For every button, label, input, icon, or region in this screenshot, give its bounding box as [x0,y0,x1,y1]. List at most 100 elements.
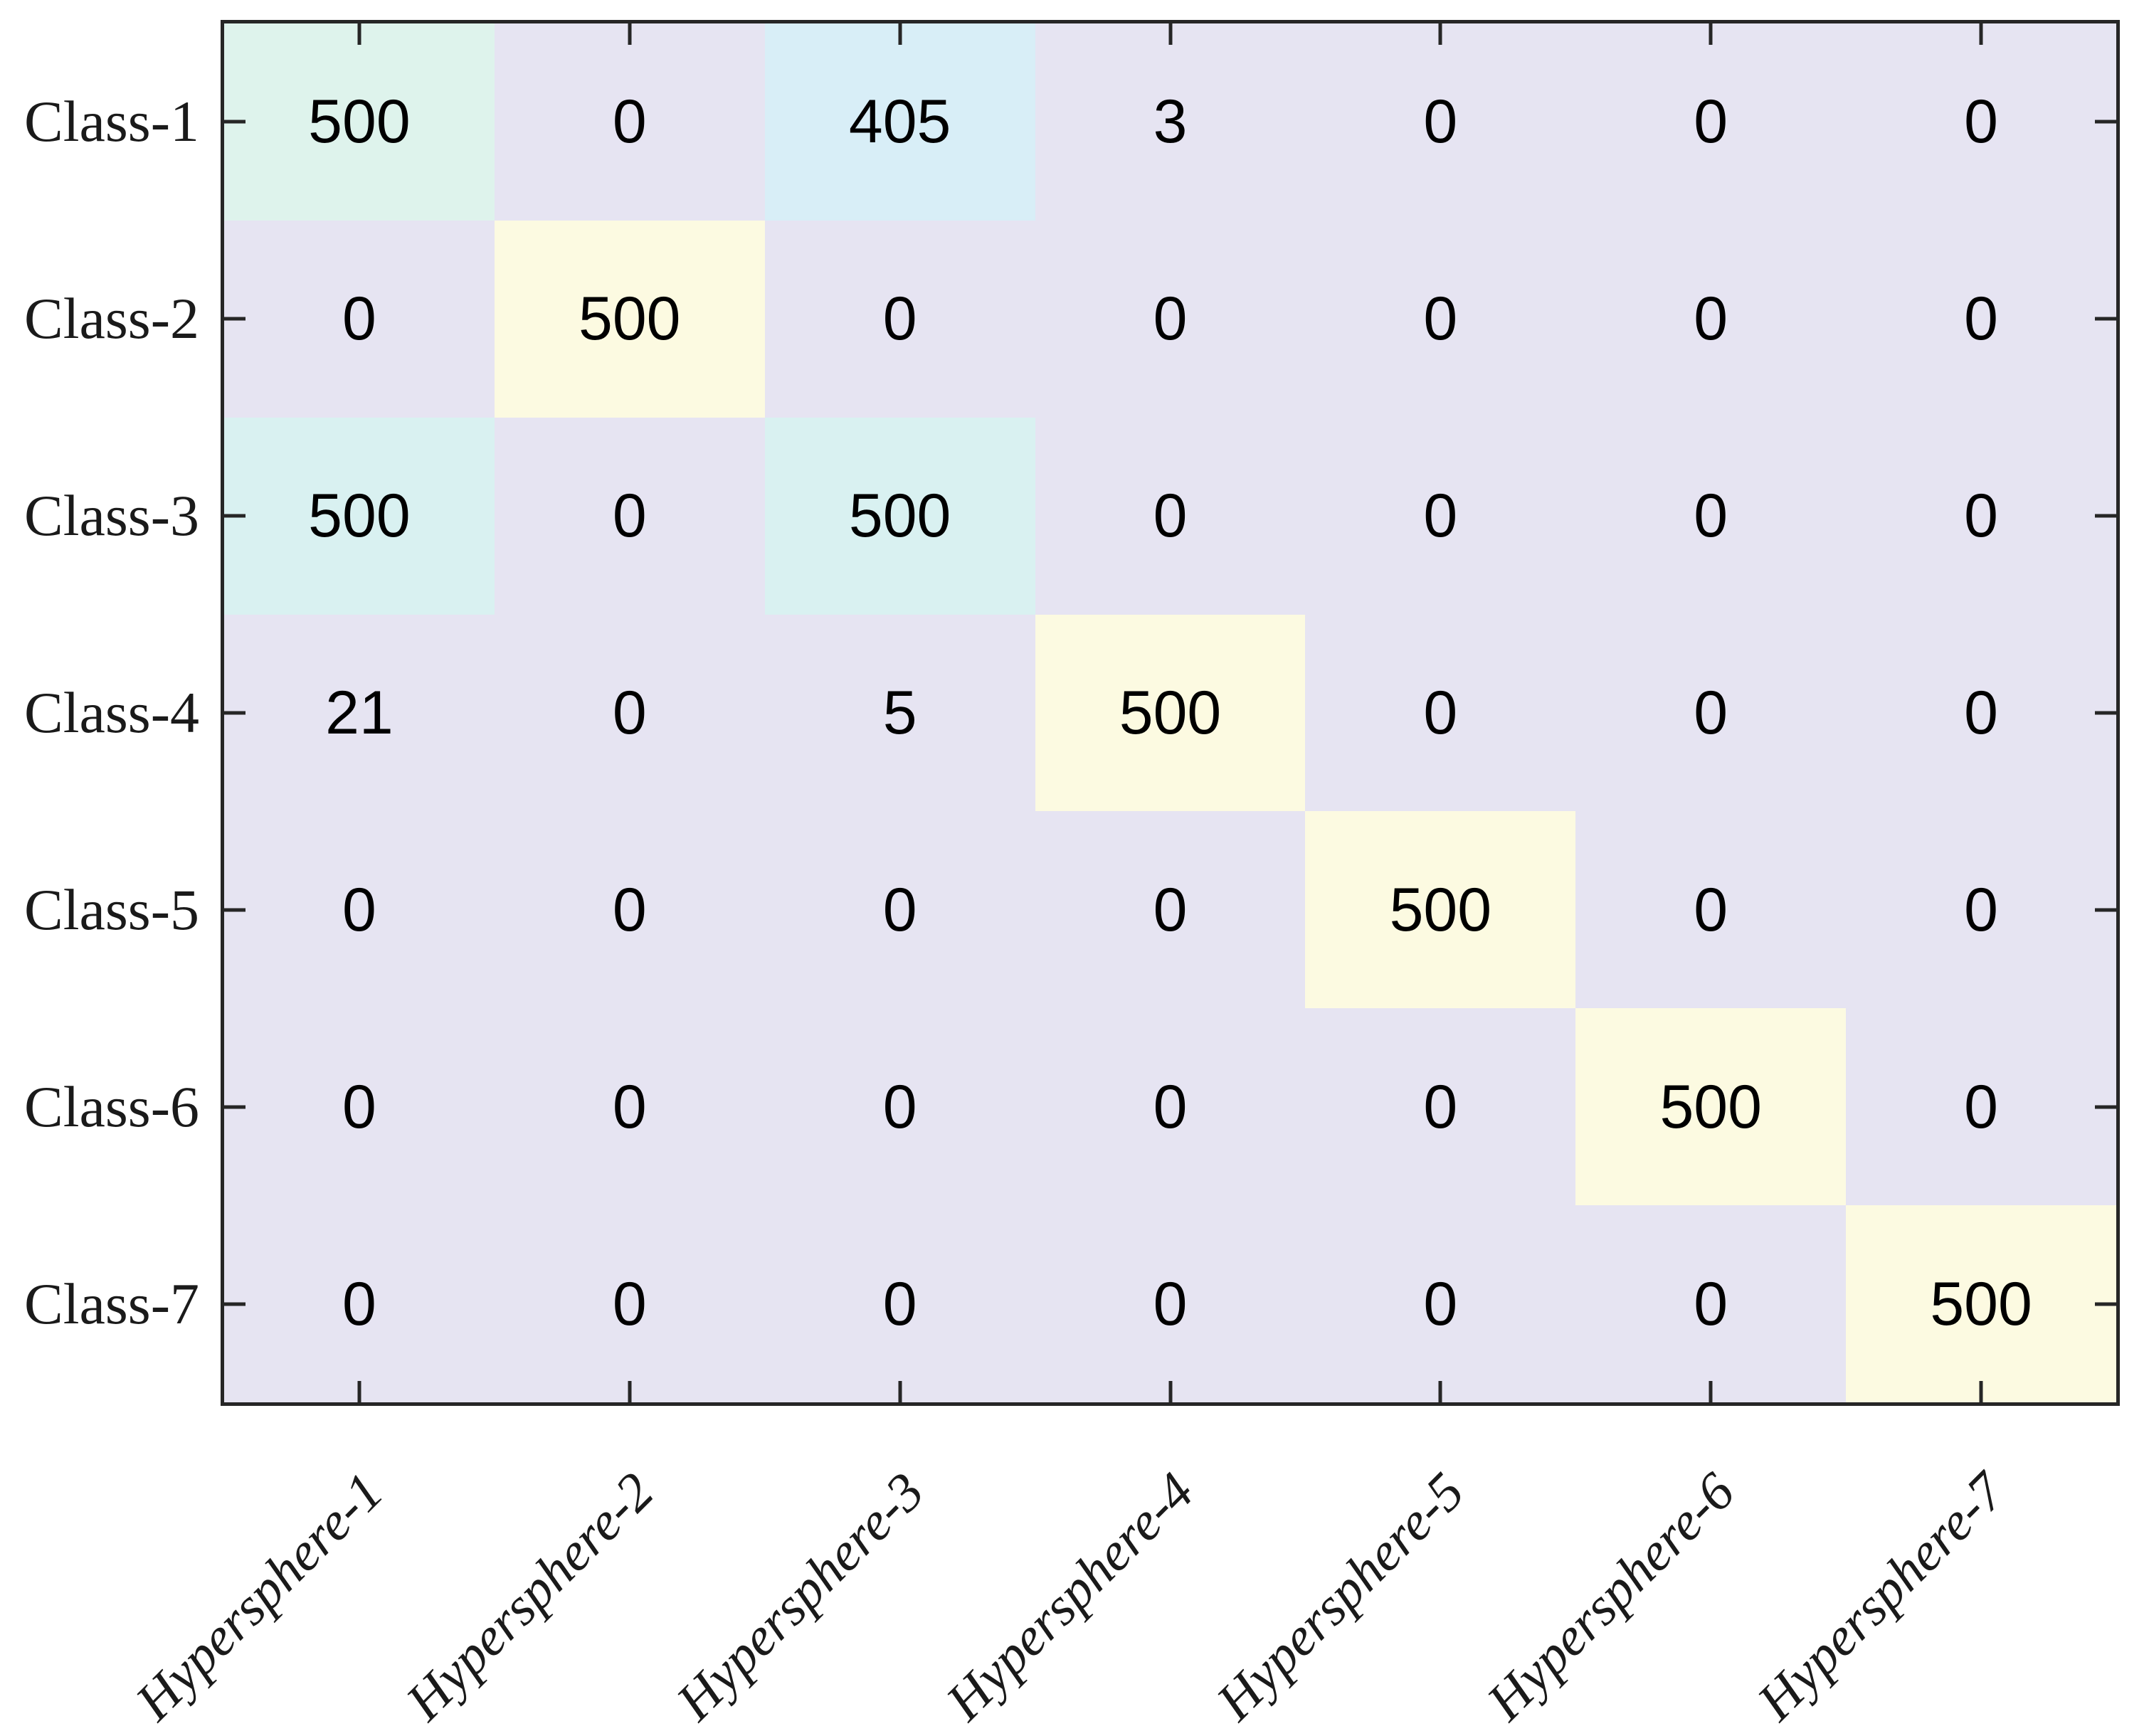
heatmap-cell: 0 [1846,811,2116,1009]
tick-mark [2095,1105,2116,1109]
heatmap-cell: 0 [494,417,765,615]
heatmap-cell: 21 [224,614,495,812]
heatmap-cell: 500 [1035,614,1306,812]
col-label: Hypersphere-7 [1746,1461,2017,1732]
cell-value: 0 [342,1072,376,1141]
tick-mark [1168,23,1172,45]
cell-value: 0 [1423,482,1458,551]
row-label: Class-5 [24,877,199,942]
heatmap-cell: 500 [1846,1205,2116,1402]
tick-mark [224,317,245,321]
heatmap-cell: 0 [224,220,495,418]
cell-value: 0 [1694,285,1728,354]
cell-value: 0 [1694,482,1728,551]
tick-mark [1979,23,1983,45]
tick-mark [224,514,245,518]
cell-value: 0 [1694,875,1728,944]
heatmap-cell: 0 [224,811,495,1009]
heatmap-cell: 0 [1575,220,1847,418]
heatmap-cell: 0 [764,811,1035,1009]
heatmap-cell: 0 [1305,1205,1576,1402]
row-label: Class-1 [24,89,199,154]
cell-value: 0 [882,875,917,944]
heatmap-cell: 500 [224,23,495,221]
heatmap-cell: 0 [1035,811,1306,1009]
heatmap-cell: 500 [764,417,1035,615]
tick-mark [224,1302,245,1306]
heatmap-cell: 0 [224,1205,495,1402]
row-label: Class-2 [24,286,199,351]
col-label: Hypersphere-5 [1205,1461,1476,1732]
cell-value: 0 [1964,285,1998,354]
cell-value: 0 [882,1072,917,1141]
heatmap-cell: 0 [494,23,765,221]
cell-value: 0 [612,1269,647,1338]
heatmap-cell: 5 [764,614,1035,812]
heatmap-cell: 0 [224,1008,495,1206]
heatmap-cell: 0 [494,811,765,1009]
tick-mark [357,1381,361,1402]
heatmap-cell: 3 [1035,23,1306,221]
heatmap-cell: 500 [1575,1008,1847,1206]
tick-mark [224,120,245,124]
tick-mark [628,1381,632,1402]
tick-mark [2095,908,2116,912]
row-label: Class-4 [24,680,199,745]
heatmap-cell: 405 [764,23,1035,221]
cell-value: 0 [342,875,376,944]
heatmap-cell: 0 [1846,614,2116,812]
tick-mark [224,1105,245,1109]
heatmap-cell: 0 [1846,1008,2116,1206]
heatmap-cell: 0 [494,1205,765,1402]
cell-value: 500 [1389,875,1492,944]
heatmap-cell: 500 [224,417,495,615]
cell-value: 0 [1423,1072,1458,1141]
cell-value: 500 [308,482,411,551]
col-label: Hypersphere-4 [935,1461,1206,1732]
cell-value: 500 [1659,1072,1762,1141]
tick-mark [2095,120,2116,124]
heatmap-cell: 0 [1305,23,1576,221]
row-label: Class-3 [24,483,199,549]
row-label: Class-7 [24,1271,199,1336]
cell-value: 0 [1964,88,1998,157]
cell-value: 0 [1964,1072,1998,1141]
heatmap-cell: 0 [764,220,1035,418]
cell-value: 0 [1423,88,1458,157]
cell-value: 0 [612,875,647,944]
heatmap-cell: 0 [1305,417,1576,615]
heatmap-cell: 0 [1575,1205,1847,1402]
tick-mark [224,711,245,715]
tick-mark [2095,514,2116,518]
heatmap-cell: 0 [1035,1205,1306,1402]
heatmap-cell: 0 [764,1008,1035,1206]
cell-value: 0 [342,1269,376,1338]
tick-mark [628,23,632,45]
tick-mark [898,23,902,45]
heatmap-cell: 0 [1575,614,1847,812]
cell-value: 500 [308,88,411,157]
tick-mark [357,23,361,45]
heatmap-cell: 0 [1575,417,1847,615]
heatmap-cell: 0 [1035,417,1306,615]
col-label: Hypersphere-6 [1475,1461,1746,1732]
heatmap-cell: 0 [1846,417,2116,615]
heatmap-cell: 0 [1575,811,1847,1009]
heatmap-cell: 0 [1035,1008,1306,1206]
cell-value: 0 [1964,678,1998,747]
cell-value: 0 [342,285,376,354]
cell-value: 0 [612,482,647,551]
cell-value: 21 [325,678,394,747]
heatmap-cell: 0 [1305,1008,1576,1206]
heatmap-cell: 0 [1035,220,1306,418]
row-label: Class-6 [24,1074,199,1139]
cell-value: 0 [1423,1269,1458,1338]
cell-value: 0 [1423,285,1458,354]
tick-mark [2095,711,2116,715]
tick-mark [2095,317,2116,321]
tick-mark [2095,1302,2116,1306]
heatmap-cell: 0 [1575,23,1847,221]
cell-value: 0 [882,285,917,354]
cell-value: 0 [1423,678,1458,747]
